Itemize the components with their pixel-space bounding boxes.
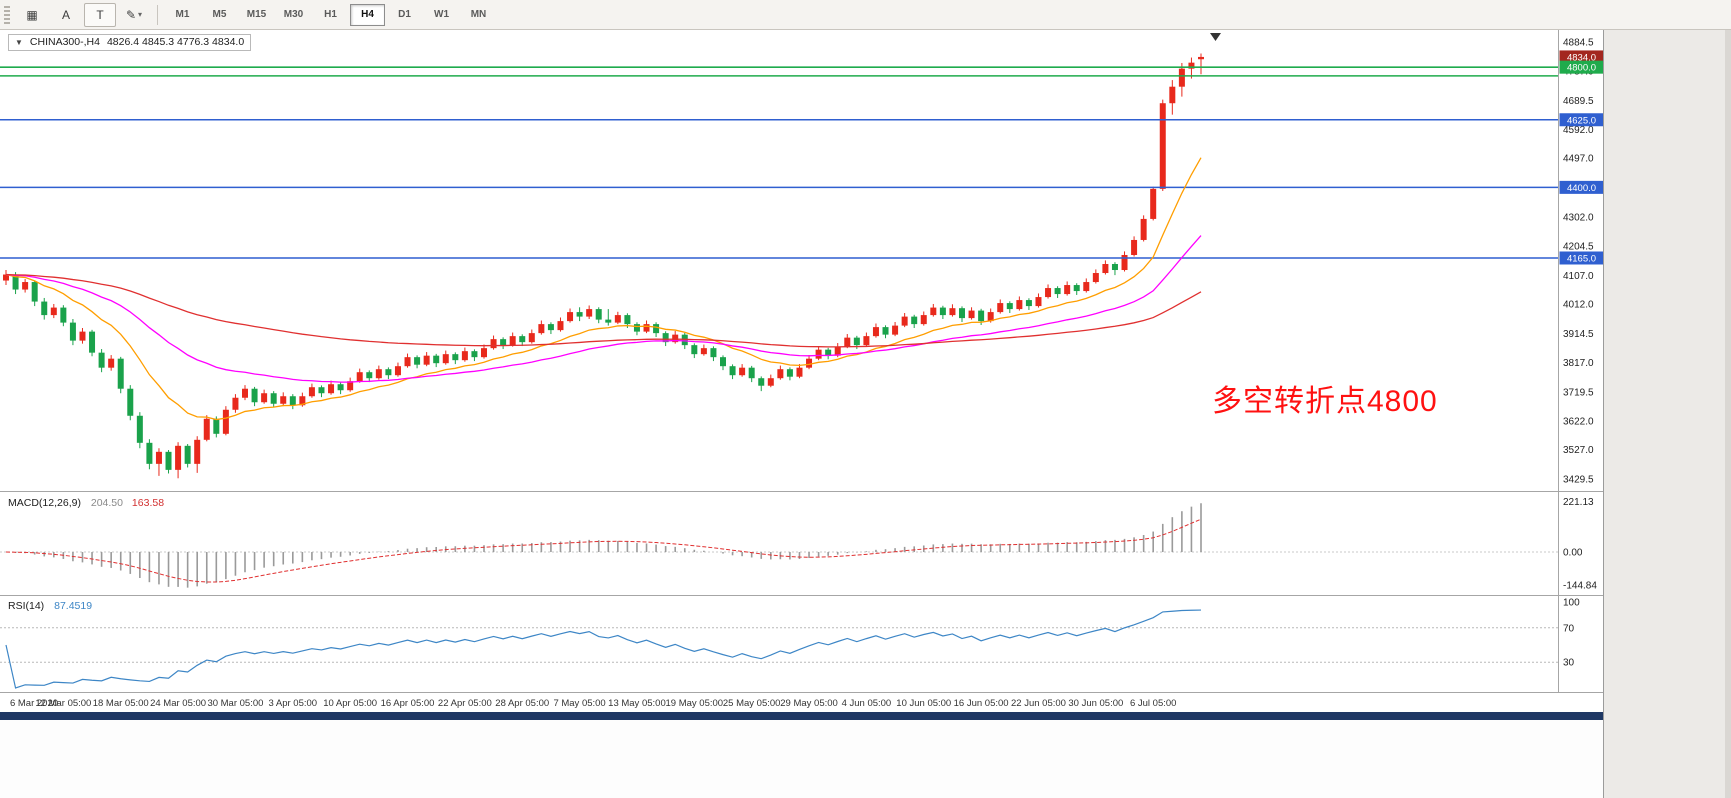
timeframe-w1-button[interactable]: W1 — [434, 9, 449, 20]
svg-text:3914.5: 3914.5 — [1563, 329, 1594, 340]
svg-text:13 May 05:00: 13 May 05:00 — [608, 698, 666, 709]
price-axis[interactable]: 4884.54787.04689.54592.04497.04399.54302… — [1559, 37, 1604, 486]
draw-tool-button[interactable]: ✎ ▾ — [118, 3, 150, 27]
svg-text:7 May 05:00: 7 May 05:00 — [553, 698, 605, 709]
chevron-down-icon: ▾ — [138, 10, 143, 19]
timeframe-m30-button[interactable]: M30 — [283, 9, 304, 20]
svg-text:19 May 05:00: 19 May 05:00 — [666, 698, 724, 709]
svg-text:0.00: 0.00 — [1563, 548, 1583, 559]
price-badge — [1559, 113, 1603, 127]
svg-text:3719.5: 3719.5 — [1563, 387, 1594, 398]
svg-text:3817.0: 3817.0 — [1563, 358, 1594, 369]
moving-averages-layer — [5, 157, 1202, 421]
svg-text:30 Mar 05:00: 30 Mar 05:00 — [207, 698, 263, 709]
svg-text:3 Apr 05:00: 3 Apr 05:00 — [268, 698, 317, 709]
rsi-pane[interactable]: 100 70 30 — [0, 598, 1580, 689]
candles-layer[interactable] — [3, 53, 1204, 479]
timeframe-h4-button[interactable]: H4 — [350, 3, 385, 26]
toolbar-grip[interactable] — [4, 5, 10, 24]
svg-text:25 May 05:00: 25 May 05:00 — [723, 698, 781, 709]
macd-signal-value: 163.58 — [131, 497, 165, 509]
chart-header[interactable]: ▼ CHINA300-,H4 4826.4 4845.3 4776.3 4834… — [8, 34, 252, 51]
chart-canvas[interactable]: 4884.54787.04689.54592.04497.04399.54302… — [0, 30, 1603, 798]
chart-windows-icon: ▦ — [26, 7, 38, 22]
svg-text:4012.0: 4012.0 — [1563, 299, 1594, 310]
timeframe-mn-button[interactable]: MN — [470, 9, 487, 20]
svg-text:4834.0: 4834.0 — [1567, 52, 1596, 63]
macd-main-value: 204.50 — [90, 497, 123, 509]
toolbar-separator — [157, 4, 158, 25]
svg-text:221.13: 221.13 — [1563, 497, 1594, 508]
chart-windows-button[interactable]: ▦ — [16, 3, 48, 27]
svg-text:29 May 05:00: 29 May 05:00 — [780, 698, 838, 709]
svg-text:70: 70 — [1563, 623, 1575, 634]
toolbar: ▦ A T ✎ ▾ M1 M5 M15 M30 H1 H4 D1 W1 MN — [0, 0, 1731, 30]
text-tool-button[interactable]: T — [84, 2, 116, 27]
svg-text:24 Mar 05:00: 24 Mar 05:00 — [150, 698, 206, 709]
svg-text:4625.0: 4625.0 — [1567, 115, 1596, 126]
svg-text:10 Apr 05:00: 10 Apr 05:00 — [323, 698, 377, 709]
svg-text:6 Jul 05:00: 6 Jul 05:00 — [1130, 698, 1176, 709]
svg-text:30: 30 — [1563, 658, 1575, 669]
chart-symbol-label: CHINA300-,H4 — [29, 36, 100, 48]
svg-text:22 Jun 05:00: 22 Jun 05:00 — [1011, 698, 1066, 709]
price-badge — [1559, 60, 1603, 74]
svg-text:4302.0: 4302.0 — [1563, 212, 1594, 223]
timeframe-m5-button[interactable]: M5 — [212, 9, 227, 20]
price-badge — [1559, 251, 1603, 265]
rsi-name: RSI(14) — [8, 600, 45, 612]
cursor-tool-button[interactable]: A — [50, 3, 82, 27]
price-level-lines[interactable] — [0, 66, 1558, 259]
timeframe-h1-button[interactable]: H1 — [324, 9, 337, 20]
timeframe-m1-button[interactable]: M1 — [175, 9, 190, 20]
svg-text:3429.5: 3429.5 — [1563, 475, 1594, 486]
svg-text:28 Apr 05:00: 28 Apr 05:00 — [495, 698, 549, 709]
right-gutter — [1604, 30, 1731, 798]
chart-ohlc-values: 4826.4 4845.3 4776.3 4834.0 — [106, 36, 245, 48]
vertical-scrollbar[interactable] — [1725, 30, 1731, 798]
svg-text:3622.0: 3622.0 — [1563, 417, 1594, 428]
svg-text:3527.0: 3527.0 — [1563, 445, 1594, 456]
chart-annotation-text[interactable]: 多空转折点4800 — [1212, 385, 1438, 418]
price-badge — [1559, 180, 1603, 194]
svg-text:16 Jun 05:00: 16 Jun 05:00 — [954, 698, 1009, 709]
timeframe-d1-button[interactable]: D1 — [398, 9, 411, 20]
chart-dropdown-icon: ▼ — [15, 38, 23, 47]
svg-text:4400.0: 4400.0 — [1567, 183, 1596, 194]
price-badge — [1559, 50, 1603, 64]
below-scrollbar-area — [0, 720, 1603, 798]
svg-text:16 Apr 05:00: 16 Apr 05:00 — [381, 698, 435, 709]
svg-text:4204.5: 4204.5 — [1563, 242, 1594, 253]
svg-text:30 Jun 05:00: 30 Jun 05:00 — [1068, 698, 1123, 709]
latest-bar-marker-icon — [1210, 33, 1221, 41]
svg-text:18 Mar 05:00: 18 Mar 05:00 — [93, 698, 149, 709]
svg-text:4 Jun 05:00: 4 Jun 05:00 — [842, 698, 892, 709]
horizontal-scrollbar[interactable] — [0, 712, 1603, 720]
svg-text:-144.84: -144.84 — [1563, 581, 1597, 592]
svg-text:22 Apr 05:00: 22 Apr 05:00 — [438, 698, 492, 709]
text-tool-icon: T — [96, 7, 104, 22]
svg-text:4592.0: 4592.0 — [1563, 125, 1594, 136]
svg-text:4497.0: 4497.0 — [1563, 154, 1594, 165]
svg-text:4689.5: 4689.5 — [1563, 96, 1594, 107]
svg-text:12 Mar 05:00: 12 Mar 05:00 — [35, 698, 91, 709]
pencil-icon: ✎ — [125, 7, 137, 22]
svg-text:4800.0: 4800.0 — [1567, 63, 1596, 74]
macd-pane-label: MACD(12,26,9) 204.50 163.58 — [8, 497, 164, 509]
chart-window[interactable]: 4884.54787.04689.54592.04497.04399.54302… — [0, 30, 1604, 798]
svg-text:4107.0: 4107.0 — [1563, 271, 1594, 282]
svg-text:4884.5: 4884.5 — [1563, 37, 1594, 48]
rsi-value: 87.4519 — [54, 600, 93, 612]
svg-text:6 Mar 2020: 6 Mar 2020 — [10, 698, 58, 709]
svg-text:100: 100 — [1563, 598, 1580, 609]
cursor-tool-icon: A — [61, 7, 70, 22]
macd-pane[interactable]: 221.13 0.00 -144.84 — [0, 497, 1597, 592]
svg-text:10 Jun 05:00: 10 Jun 05:00 — [896, 698, 951, 709]
svg-text:4165.0: 4165.0 — [1567, 253, 1596, 264]
macd-name: MACD(12,26,9) — [8, 497, 81, 509]
timeframe-m15-button[interactable]: M15 — [246, 9, 267, 20]
rsi-pane-label: RSI(14) 87.4519 — [8, 600, 92, 612]
